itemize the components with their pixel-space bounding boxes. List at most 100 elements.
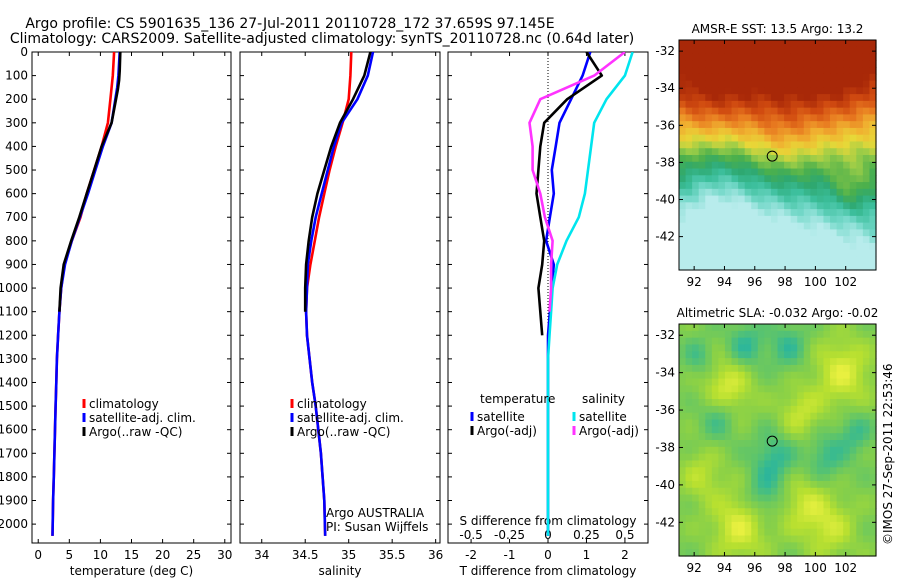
sst_map-cell bbox=[830, 222, 838, 231]
sla_map-cell bbox=[738, 494, 746, 503]
temperature-xtick-label: 10 bbox=[93, 548, 108, 562]
sla_map-cell bbox=[797, 440, 805, 448]
sla_map-cell bbox=[777, 480, 785, 489]
sst_map-cell bbox=[751, 209, 759, 217]
sst_map-cell bbox=[692, 127, 700, 136]
sst_map-cell bbox=[698, 60, 706, 68]
sst_map-cell bbox=[731, 155, 739, 163]
sst_map-cell bbox=[757, 188, 765, 197]
sst_map-cell bbox=[869, 107, 877, 116]
sla_map-cell bbox=[803, 378, 811, 387]
sla_map-cell bbox=[784, 467, 792, 475]
sla_map-cell bbox=[803, 337, 811, 346]
sst_map-cell bbox=[843, 168, 851, 176]
sla_map-cell bbox=[856, 364, 864, 373]
sla_map-cell bbox=[823, 385, 831, 393]
sst_map-cell bbox=[803, 242, 811, 251]
sla_map-cell bbox=[724, 337, 733, 346]
sla_map-cell bbox=[679, 528, 687, 537]
sst_map-cell bbox=[810, 121, 818, 129]
temperature-legend-label: Argo(..raw -QC) bbox=[89, 425, 182, 439]
sst_map-cell bbox=[784, 215, 792, 224]
sla_map-cell bbox=[836, 535, 844, 543]
sla_map-cell bbox=[724, 405, 733, 414]
sla_map-cell bbox=[718, 358, 726, 366]
sst_map-cell bbox=[856, 249, 864, 258]
sst_map-cell bbox=[784, 209, 792, 217]
sla_map-cell bbox=[698, 371, 706, 380]
sst_map-cell bbox=[764, 127, 772, 136]
sla_map-cell bbox=[869, 508, 877, 516]
sla_map-cell bbox=[862, 419, 871, 427]
sst_map-cell bbox=[869, 209, 877, 217]
sla_map-cell bbox=[757, 535, 765, 543]
sla_map-cell bbox=[784, 494, 792, 503]
sst_map-cell bbox=[777, 94, 785, 102]
sst_map-cell bbox=[830, 87, 838, 95]
sla_map-cell bbox=[862, 371, 871, 380]
salinity-xtick-label: 34 bbox=[254, 548, 269, 562]
sst_map-cell bbox=[810, 249, 818, 258]
temperature-ytick-label: 700 bbox=[5, 210, 28, 224]
sst_map-cell bbox=[836, 195, 844, 203]
sla_map-cell bbox=[810, 480, 818, 489]
sst_map-cell bbox=[679, 229, 687, 237]
sst_map-cell bbox=[718, 155, 726, 163]
sla_map-cell bbox=[679, 433, 687, 441]
sla_map-cell bbox=[810, 487, 818, 496]
sst_map-cell bbox=[738, 141, 746, 149]
sla_map-cell bbox=[757, 399, 765, 407]
sst_map-cell bbox=[751, 188, 759, 197]
sst_map-cell bbox=[757, 67, 765, 75]
sla_map-cell bbox=[770, 385, 779, 393]
sla_map-cell bbox=[692, 528, 700, 537]
sla_map-xtick-label: 100 bbox=[804, 561, 827, 575]
sla_map-cell bbox=[757, 440, 765, 448]
sla_map-cell bbox=[816, 351, 825, 359]
temperature-ytick-label: 200 bbox=[5, 92, 28, 106]
sla_map-cell bbox=[744, 433, 752, 441]
sst_map-cell bbox=[803, 100, 811, 109]
sla_map-cell bbox=[816, 494, 825, 503]
sla_map-cell bbox=[810, 412, 818, 421]
sla_map-cell bbox=[816, 453, 825, 462]
sla_map-cell bbox=[764, 378, 772, 387]
sla_map-cell bbox=[849, 378, 857, 387]
sst_map-cell bbox=[816, 67, 825, 75]
sla_map-cell bbox=[784, 535, 792, 543]
salinity-annotation: PI: Susan Wijffels bbox=[326, 520, 428, 534]
sst_map-cell bbox=[757, 242, 765, 251]
sla_map-cell bbox=[718, 501, 726, 509]
sst_map-cell bbox=[692, 100, 700, 109]
sla_map-cell bbox=[797, 371, 805, 380]
sla_map-cell bbox=[862, 364, 871, 373]
sst_map-cell bbox=[764, 46, 772, 55]
temperature-ytick-label: 300 bbox=[5, 116, 28, 130]
sla_map-cell bbox=[757, 337, 765, 346]
sla_map-cell bbox=[731, 528, 739, 537]
sst_map-cell bbox=[764, 175, 772, 183]
sla_map-cell bbox=[738, 549, 746, 557]
sla_map-cell bbox=[731, 426, 739, 434]
sla_map-cell bbox=[784, 412, 792, 421]
sla_map-cell bbox=[738, 508, 746, 516]
sst_map-cell bbox=[790, 148, 798, 156]
sst_map-cell bbox=[757, 121, 765, 129]
sla_map-cell bbox=[797, 378, 805, 387]
sla_map-cell bbox=[816, 371, 825, 380]
sla_map-cell bbox=[843, 330, 851, 339]
sla_map-cell bbox=[698, 521, 706, 530]
sla_map-cell bbox=[685, 487, 693, 496]
salinity-series-1 bbox=[304, 52, 375, 536]
sla_map-cell bbox=[823, 467, 831, 475]
sla_map-cell bbox=[869, 521, 877, 530]
sst_map-cell bbox=[797, 107, 805, 116]
sst_map-cell bbox=[843, 215, 851, 224]
sst_map-cell bbox=[803, 40, 811, 48]
sst_map-cell bbox=[862, 222, 871, 231]
sst_map-cell bbox=[724, 256, 733, 264]
sla_map-cell bbox=[810, 351, 818, 359]
sla_map-cell bbox=[738, 487, 746, 496]
sla_map-cell bbox=[816, 426, 825, 434]
sla_map-cell bbox=[830, 358, 838, 366]
